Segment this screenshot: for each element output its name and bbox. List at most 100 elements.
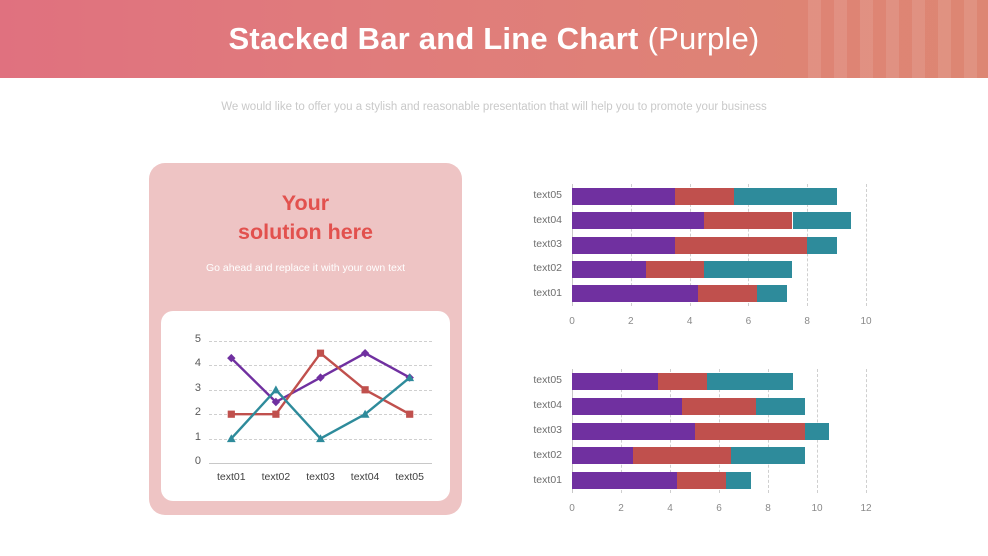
- line-chart-panel: 0 1 2 3 4 5 text01 text02 text03 text04 text05: [161, 311, 450, 501]
- line-chart-y-tick-label: 2: [194, 406, 201, 419]
- bar-chart-category-label: text01: [533, 473, 562, 486]
- bar-chart-category-label: text03: [533, 238, 562, 250]
- bar-chart-segment: [572, 236, 675, 254]
- page-title-main: Stacked Bar and Line Chart: [228, 21, 639, 56]
- bar-chart-segment: [731, 447, 805, 465]
- stacked-bar-chart-bottom: 0 2 4 6 8 10 12 text01 text02 text03 text04 text05: [512, 361, 872, 523]
- line-chart-x-tick-label: text04: [350, 471, 380, 483]
- page-title-suffix: (Purple): [647, 21, 760, 56]
- subtitle-text: We would like to offer you a stylish and…: [221, 101, 767, 113]
- line-chart-gridline: [209, 414, 432, 416]
- solution-card-subtext: Go ahead and replace it with your own te…: [205, 262, 406, 274]
- line-chart-y-tick-label: 0: [194, 455, 201, 467]
- bar-chart-segment: [572, 212, 705, 230]
- bar-chart-category-label: text04: [533, 399, 562, 412]
- solution-card-heading-line1: Your: [281, 191, 330, 215]
- solution-card-heading-line2: solution here: [238, 220, 373, 244]
- bar-chart-x-tick-label: 8: [804, 316, 810, 327]
- line-chart-data-point: [360, 349, 370, 358]
- bar-chart-category-label: text02: [533, 448, 562, 461]
- bar-chart-segment: [657, 372, 707, 390]
- line-chart-x-tick-label: text01: [216, 471, 246, 483]
- bar-chart-segment: [704, 212, 793, 230]
- bar-chart-segment: [804, 422, 830, 440]
- line-chart-data-point: [227, 410, 235, 418]
- line-chart-y-tick-label: 5: [194, 333, 201, 345]
- bar-chart-segment: [572, 372, 658, 390]
- bar-chart-segment: [694, 422, 805, 440]
- bar-chart-x-tick-label: 12: [860, 503, 872, 514]
- line-chart-y-tick-label: 4: [194, 357, 201, 370]
- bar-chart-x-tick-label: 0: [569, 316, 575, 327]
- bar-chart-segment: [682, 397, 756, 415]
- line-chart-data-point: [271, 397, 281, 407]
- line-chart-x-axis: [209, 463, 432, 464]
- line-chart-y-tick-label: 3: [194, 381, 201, 394]
- solution-card: Your solution here Go ahead and replace …: [149, 163, 462, 515]
- line-chart-data-point: [360, 409, 370, 418]
- bar-chart-segment: [807, 236, 837, 254]
- header-stripe-pattern: [808, 0, 988, 78]
- line-chart-series-layer: [226, 349, 415, 443]
- bar-chart-segment: [633, 447, 732, 465]
- solution-card-heading: Your solution here: [149, 189, 462, 247]
- bar-chart-segment: [792, 212, 852, 230]
- bar-chart-segment: [674, 187, 734, 205]
- bar-chart-category-label: text05: [533, 189, 562, 202]
- bar-chart-category-label: text05: [533, 374, 562, 387]
- bar-chart-segment: [726, 472, 751, 490]
- bar-chart-x-tick-label: 4: [686, 316, 693, 327]
- bar-chart-x-tick-label: 4: [667, 503, 673, 514]
- bar-chart-segment: [698, 285, 758, 303]
- bar-chart-segment: [572, 260, 646, 278]
- bar-chart-category-label: text01: [533, 286, 562, 299]
- bar-chart-segment: [572, 397, 683, 415]
- bar-chart-segment: [572, 422, 695, 440]
- line-chart-data-point: [271, 385, 281, 394]
- line-chart-gridline: [209, 389, 432, 391]
- bar-chart-x-tick-label: 2: [628, 316, 634, 327]
- line-chart-gridline: [209, 365, 432, 367]
- line-chart-data-point: [226, 434, 236, 443]
- line-chart-data-point: [227, 353, 236, 363]
- bar-chart-segment: [706, 372, 793, 390]
- bar-chart-x-tick-label: 8: [765, 503, 771, 514]
- bar-chart-segment: [733, 187, 837, 205]
- bar-chart-segment: [645, 260, 705, 278]
- line-chart-gridline: [209, 341, 432, 342]
- bar-chart-segment: [572, 187, 675, 205]
- bar-chart-segment: [572, 285, 699, 303]
- line-chart-series-line: [230, 376, 411, 440]
- bar-chart-x-tick-label: 10: [811, 503, 823, 514]
- bar-chart-x-tick-label: 10: [860, 316, 872, 327]
- bar-chart-gridline: [866, 184, 867, 306]
- page-title: Stacked Bar and Line Chart (Purple): [0, 0, 988, 78]
- line-chart-data-point: [316, 373, 325, 382]
- bar-chart-segment: [572, 447, 634, 465]
- header-banner: Stacked Bar and Line Chart (Purple): [0, 0, 988, 78]
- line-chart-x-tick-label: text05: [395, 471, 424, 483]
- bar-chart-segment: [704, 260, 793, 278]
- line-chart-data-point: [405, 373, 415, 382]
- line-chart-data-point: [316, 349, 325, 357]
- bar-chart-x-tick-label: 6: [716, 503, 722, 514]
- bar-chart-x-tick-label: 0: [569, 503, 575, 514]
- bar-chart-x-tick-label: 6: [745, 316, 752, 327]
- line-chart: 0 1 2 3 4 5 text01 text02 text03 text04 text05: [161, 311, 450, 501]
- bar-chart-segment: [755, 397, 805, 415]
- bar-chart-x-tick-label: 2: [618, 503, 624, 514]
- stacked-bar-chart-top: 0 2 4 6 8 10 text01 text02 text03 text04 text05: [512, 176, 872, 336]
- bar-chart-segment: [677, 472, 727, 490]
- bar-chart-segment: [674, 236, 808, 254]
- line-chart-data-point: [316, 434, 325, 443]
- line-chart-data-point: [361, 386, 369, 394]
- bar-chart-category-label: text02: [533, 262, 562, 275]
- bar-chart-category-label: text03: [533, 424, 562, 436]
- bar-chart-gridline: [866, 369, 867, 493]
- line-chart-data-point: [406, 410, 414, 418]
- bar-chart-segment: [757, 285, 787, 303]
- line-chart-y-tick-label: 1: [194, 430, 201, 443]
- line-chart-x-tick-label: text02: [261, 471, 291, 483]
- line-chart-x-tick-label: text03: [306, 471, 335, 483]
